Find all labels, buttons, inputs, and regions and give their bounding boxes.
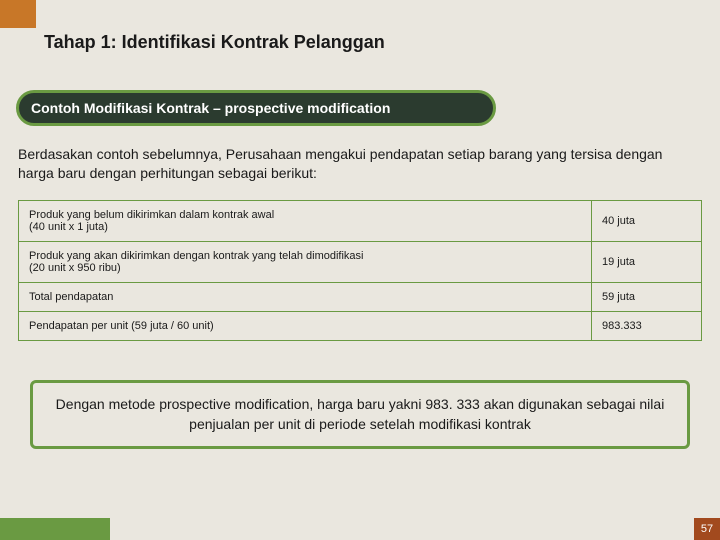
subtitle-box: Contoh Modifikasi Kontrak – prospective … (16, 90, 496, 126)
cell-value: 983.333 (592, 312, 702, 341)
conclusion-text: Dengan metode prospective modification, … (56, 396, 665, 432)
cell-value: 59 juta (592, 283, 702, 312)
calculation-table: Produk yang belum dikirimkan dalam kontr… (18, 200, 702, 341)
accent-square (0, 0, 36, 28)
page-number: 57 (694, 518, 720, 540)
footer-bar (0, 518, 110, 540)
table-row: Total pendapatan 59 juta (19, 283, 702, 312)
cell-label: Total pendapatan (19, 283, 592, 312)
intro-text: Berdasakan contoh sebelumnya, Perusahaan… (18, 145, 702, 183)
table-row: Pendapatan per unit (59 juta / 60 unit) … (19, 312, 702, 341)
cell-label: Pendapatan per unit (59 juta / 60 unit) (19, 312, 592, 341)
cell-value: 40 juta (592, 201, 702, 242)
cell-label: Produk yang belum dikirimkan dalam kontr… (19, 201, 592, 242)
table-row: Produk yang akan dikirimkan dengan kontr… (19, 242, 702, 283)
cell-label: Produk yang akan dikirimkan dengan kontr… (19, 242, 592, 283)
cell-value: 19 juta (592, 242, 702, 283)
conclusion-box: Dengan metode prospective modification, … (30, 380, 690, 449)
table-row: Produk yang belum dikirimkan dalam kontr… (19, 201, 702, 242)
subtitle-text: Contoh Modifikasi Kontrak – prospective … (31, 100, 390, 116)
page-title: Tahap 1: Identifikasi Kontrak Pelanggan (44, 32, 385, 53)
